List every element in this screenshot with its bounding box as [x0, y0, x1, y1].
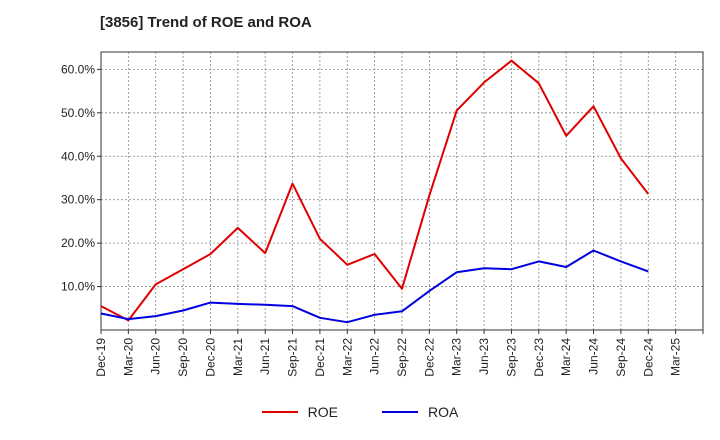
legend-label-roa: ROA: [428, 404, 459, 420]
y-tick-label: 10.0%: [61, 280, 95, 294]
x-tick-label: Sep-21: [286, 338, 300, 377]
x-tick-label: Jun-21: [258, 338, 272, 375]
y-tick-label: 60.0%: [61, 62, 95, 76]
y-tick-label: 40.0%: [61, 149, 95, 163]
x-tick-label: Jun-20: [149, 338, 163, 375]
legend-item-roe: ROE: [261, 404, 338, 420]
x-tick-label: Sep-22: [395, 338, 409, 377]
x-tick-label: Mar-24: [559, 338, 573, 376]
x-tick-label: Mar-23: [450, 338, 464, 376]
y-tick-label: 20.0%: [61, 236, 95, 250]
x-tick-label: Mar-25: [669, 338, 683, 376]
series-line-roa: [100, 249, 649, 324]
y-tick-label: 50.0%: [61, 106, 95, 120]
x-tick-label: Dec-21: [313, 338, 327, 377]
chart-title: [3856] Trend of ROE and ROA: [100, 14, 312, 31]
x-tick-label: Mar-20: [121, 338, 135, 376]
x-tick-label: Dec-23: [532, 338, 546, 377]
x-tick-label: Mar-22: [340, 338, 354, 376]
y-tick-label: 30.0%: [61, 193, 95, 207]
legend-swatch-roa: [382, 411, 418, 413]
x-tick-label: Jun-22: [368, 338, 382, 375]
x-tick-label: Dec-22: [422, 338, 436, 377]
chart-legend: ROE ROA: [0, 404, 720, 420]
x-tick-label: Jun-24: [587, 338, 601, 375]
plot-frame: [100, 51, 704, 331]
series-line-roe: [100, 59, 650, 322]
x-tick-label: Jun-23: [477, 338, 491, 375]
x-tick-label: Sep-24: [614, 338, 628, 377]
x-tick-label: Dec-24: [641, 338, 655, 377]
legend-swatch-roe: [261, 411, 298, 413]
x-tick-label: Sep-20: [176, 338, 190, 377]
x-tick-label: Dec-19: [94, 338, 108, 377]
x-tick-label: Mar-21: [231, 338, 245, 376]
legend-label-roe: ROE: [307, 404, 338, 420]
x-tick-label: Dec-20: [203, 338, 217, 377]
legend-item-roa: ROA: [382, 404, 458, 420]
x-tick-label: Sep-23: [504, 338, 518, 377]
